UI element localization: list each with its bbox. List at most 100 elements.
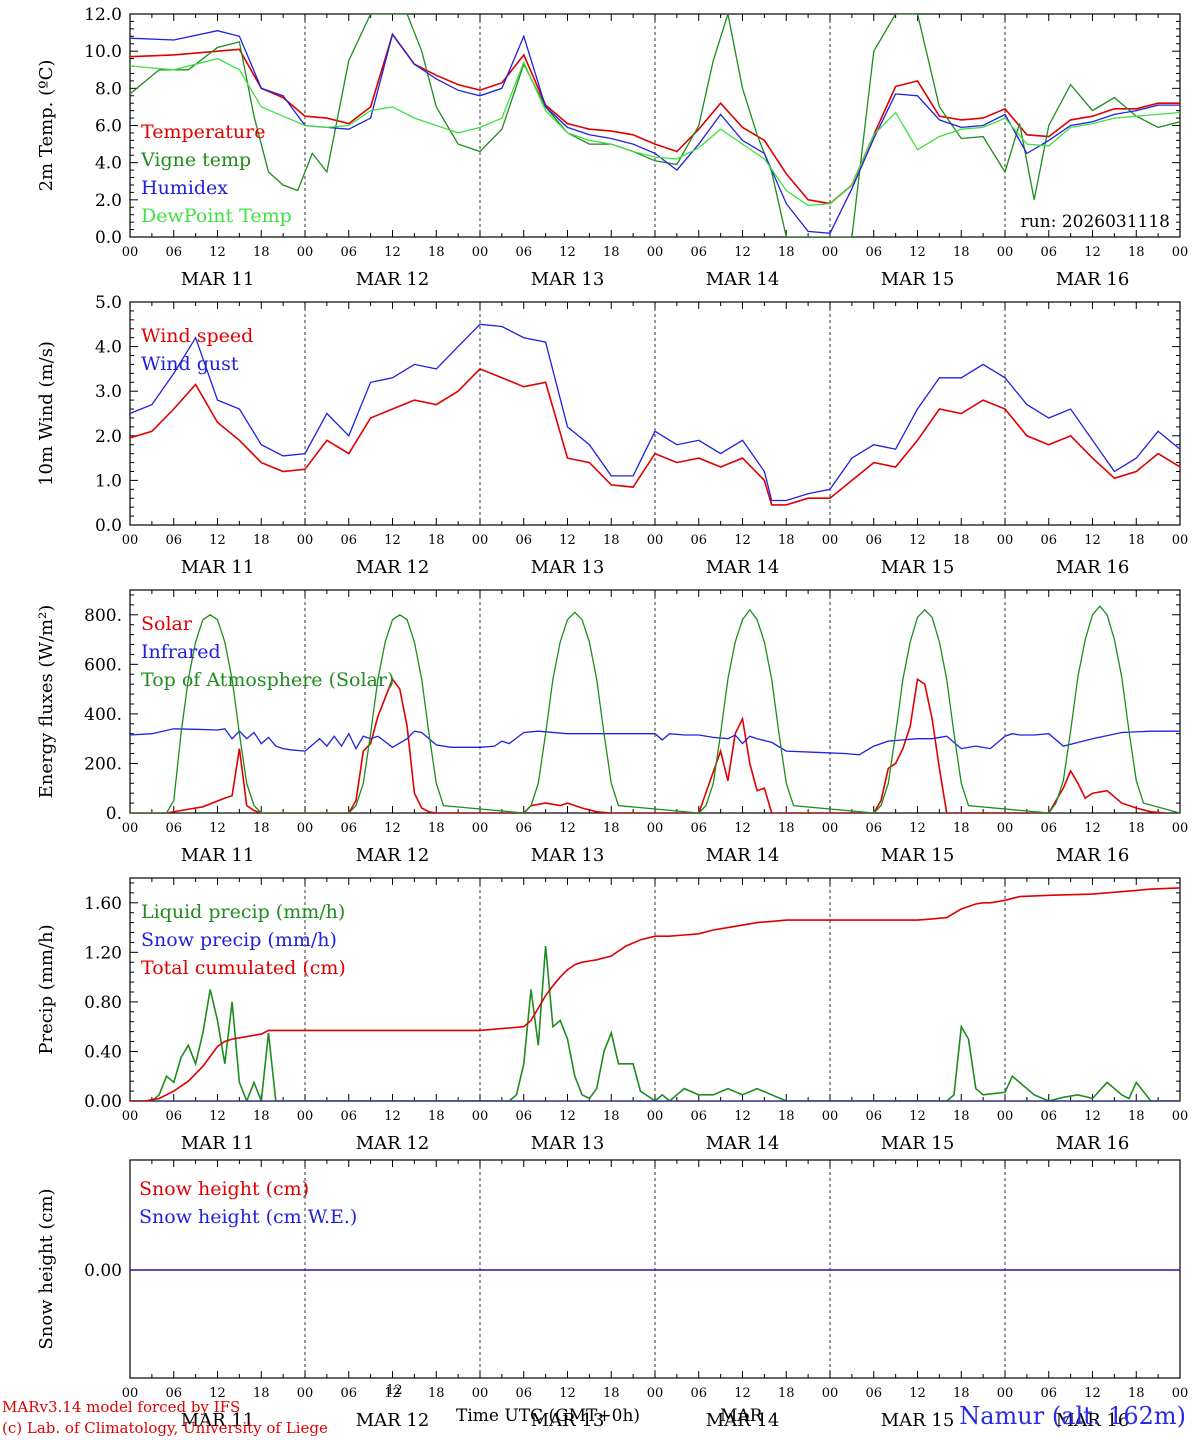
day-label: MAR 13 xyxy=(531,1410,605,1431)
x-tick-label: 00 xyxy=(1172,245,1189,260)
day-label: MAR 12 xyxy=(356,269,430,290)
series-line-temperature xyxy=(130,32,1180,205)
x-tick-label: 18 xyxy=(428,1109,445,1124)
series-line-dewpoint-temp xyxy=(130,57,1180,207)
day-label: MAR 11 xyxy=(181,845,255,866)
model-credit: MARv3.14 model forced by IFS xyxy=(2,1398,241,1416)
x-tick-label: 12 xyxy=(1084,1109,1101,1124)
x-tick-label: 00 xyxy=(822,1386,839,1401)
x-tick-label: 00 xyxy=(472,821,489,836)
x-tick-label: 12 xyxy=(1084,533,1101,548)
x-tick-label: 00 xyxy=(647,1386,664,1401)
x-tick-label: 06 xyxy=(515,245,532,260)
panel-2: 00 06 12 18 00 06 12 18 00 06 12 18 00 06 12 18 00 06 12 18… xyxy=(36,293,1188,578)
x-tick-label: 18 xyxy=(253,1386,270,1401)
x-tick-label: 12 xyxy=(909,533,926,548)
x-tick-label: 00 xyxy=(472,1109,489,1124)
x-tick-label: 06 xyxy=(515,821,532,836)
y-tick-label: 12.0 xyxy=(84,5,122,25)
x-tick-label: 18 xyxy=(428,533,445,548)
x-tick-label: 12 xyxy=(1084,821,1101,836)
day-label: MAR 14 xyxy=(706,557,780,578)
x-tick-label: 00 xyxy=(997,1386,1014,1401)
x-tick-label: 12 xyxy=(384,821,401,836)
legend-entry: Vigne temp xyxy=(140,149,251,171)
day-label: MAR 15 xyxy=(881,845,955,866)
day-label: MAR 11 xyxy=(181,1410,255,1431)
x-tick-label: 00 xyxy=(822,245,839,260)
day-label: MAR 13 xyxy=(531,269,605,290)
series-line-liquid-precip-mm-h- xyxy=(130,946,1180,1101)
time-axis-month: MAR xyxy=(720,1406,763,1426)
x-tick-label: 00 xyxy=(1172,1109,1189,1124)
x-tick-label: 00 xyxy=(647,245,664,260)
x-tick-label: 06 xyxy=(340,821,357,836)
day-label: MAR 16 xyxy=(1056,1133,1130,1154)
x-tick-label: 18 xyxy=(1128,245,1145,260)
y-tick-label: 3.0 xyxy=(95,382,122,402)
day-label: MAR 15 xyxy=(881,269,955,290)
series-line-infrared xyxy=(130,728,1180,756)
series-line-vigne-temp xyxy=(130,14,1180,237)
day-label: MAR 15 xyxy=(881,1133,955,1154)
x-tick-label: 06 xyxy=(340,533,357,548)
x-tick-label: 06 xyxy=(165,245,182,260)
x-tick-label: 00 xyxy=(472,245,489,260)
x-tick-label: 12 xyxy=(909,245,926,260)
x-tick-label: 18 xyxy=(778,1109,795,1124)
x-tick-label: 06 xyxy=(165,1386,182,1401)
day-label: MAR 13 xyxy=(531,845,605,866)
day-label: MAR 14 xyxy=(706,845,780,866)
day-label: MAR 13 xyxy=(531,1133,605,1154)
x-tick-label: 12 xyxy=(209,245,226,260)
x-tick-label: 06 xyxy=(865,1109,882,1124)
station-name: Namur (alt. 162m) xyxy=(959,1402,1186,1430)
y-tick-label: 400. xyxy=(84,705,122,725)
plot-frame xyxy=(129,301,1181,526)
x-tick-label: 06 xyxy=(340,245,357,260)
panel-1: 00 06 12 18 00 06 12 18 00 06 12 18 00 06 12 18 00 06 12 18… xyxy=(36,5,1188,290)
x-tick-label: 06 xyxy=(690,1386,707,1401)
x-tick-label: 12 xyxy=(384,533,401,548)
x-tick-label: 12 xyxy=(209,1386,226,1401)
axis-small-label: 12 xyxy=(386,1383,403,1398)
x-tick-label: 00 xyxy=(122,821,139,836)
x-tick-label: 12 xyxy=(559,821,576,836)
legend-entry: Top of Atmosphere (Solar) xyxy=(141,669,394,691)
x-tick-label: 18 xyxy=(603,1386,620,1401)
x-tick-label: 06 xyxy=(1040,533,1057,548)
x-tick-label: 06 xyxy=(1040,1386,1057,1401)
x-tick-label: 18 xyxy=(1128,533,1145,548)
x-tick-label: 00 xyxy=(297,821,314,836)
y-axis-title: 2m Temp. (ºC) xyxy=(36,60,57,192)
x-tick-label: 06 xyxy=(690,821,707,836)
x-tick-label: 06 xyxy=(165,821,182,836)
y-tick-label: 4.0 xyxy=(95,154,122,174)
x-tick-label: 00 xyxy=(647,821,664,836)
day-label: MAR 11 xyxy=(181,557,255,578)
legend-entry: Snow height (cm W.E.) xyxy=(139,1206,357,1228)
x-tick-label: 18 xyxy=(953,821,970,836)
x-tick-label: 00 xyxy=(472,1386,489,1401)
x-tick-label: 00 xyxy=(122,533,139,548)
y-axis-title: Snow height (cm) xyxy=(36,1188,57,1349)
y-tick-label: 0.80 xyxy=(84,993,122,1013)
x-tick-label: 18 xyxy=(778,821,795,836)
x-tick-label: 18 xyxy=(953,1109,970,1124)
x-tick-label: 18 xyxy=(953,533,970,548)
day-label: MAR 11 xyxy=(181,1133,255,1154)
y-tick-label: 2.0 xyxy=(95,427,122,447)
x-tick-label: 18 xyxy=(778,1386,795,1401)
x-tick-label: 00 xyxy=(297,1386,314,1401)
day-label: MAR 12 xyxy=(356,557,430,578)
x-tick-label: 18 xyxy=(603,821,620,836)
x-tick-label: 18 xyxy=(953,245,970,260)
legend-entry: Wind gust xyxy=(141,353,239,375)
x-tick-label: 00 xyxy=(647,533,664,548)
day-label: MAR 14 xyxy=(706,1410,780,1431)
x-tick-label: 00 xyxy=(122,1109,139,1124)
x-tick-label: 18 xyxy=(428,245,445,260)
x-tick-label: 06 xyxy=(515,533,532,548)
y-tick-label: 0.00 xyxy=(84,1092,122,1112)
panel-3: 00 06 12 18 00 06 12 18 00 06 12 18 00 06 12 18 00 06 12 18… xyxy=(36,589,1188,866)
